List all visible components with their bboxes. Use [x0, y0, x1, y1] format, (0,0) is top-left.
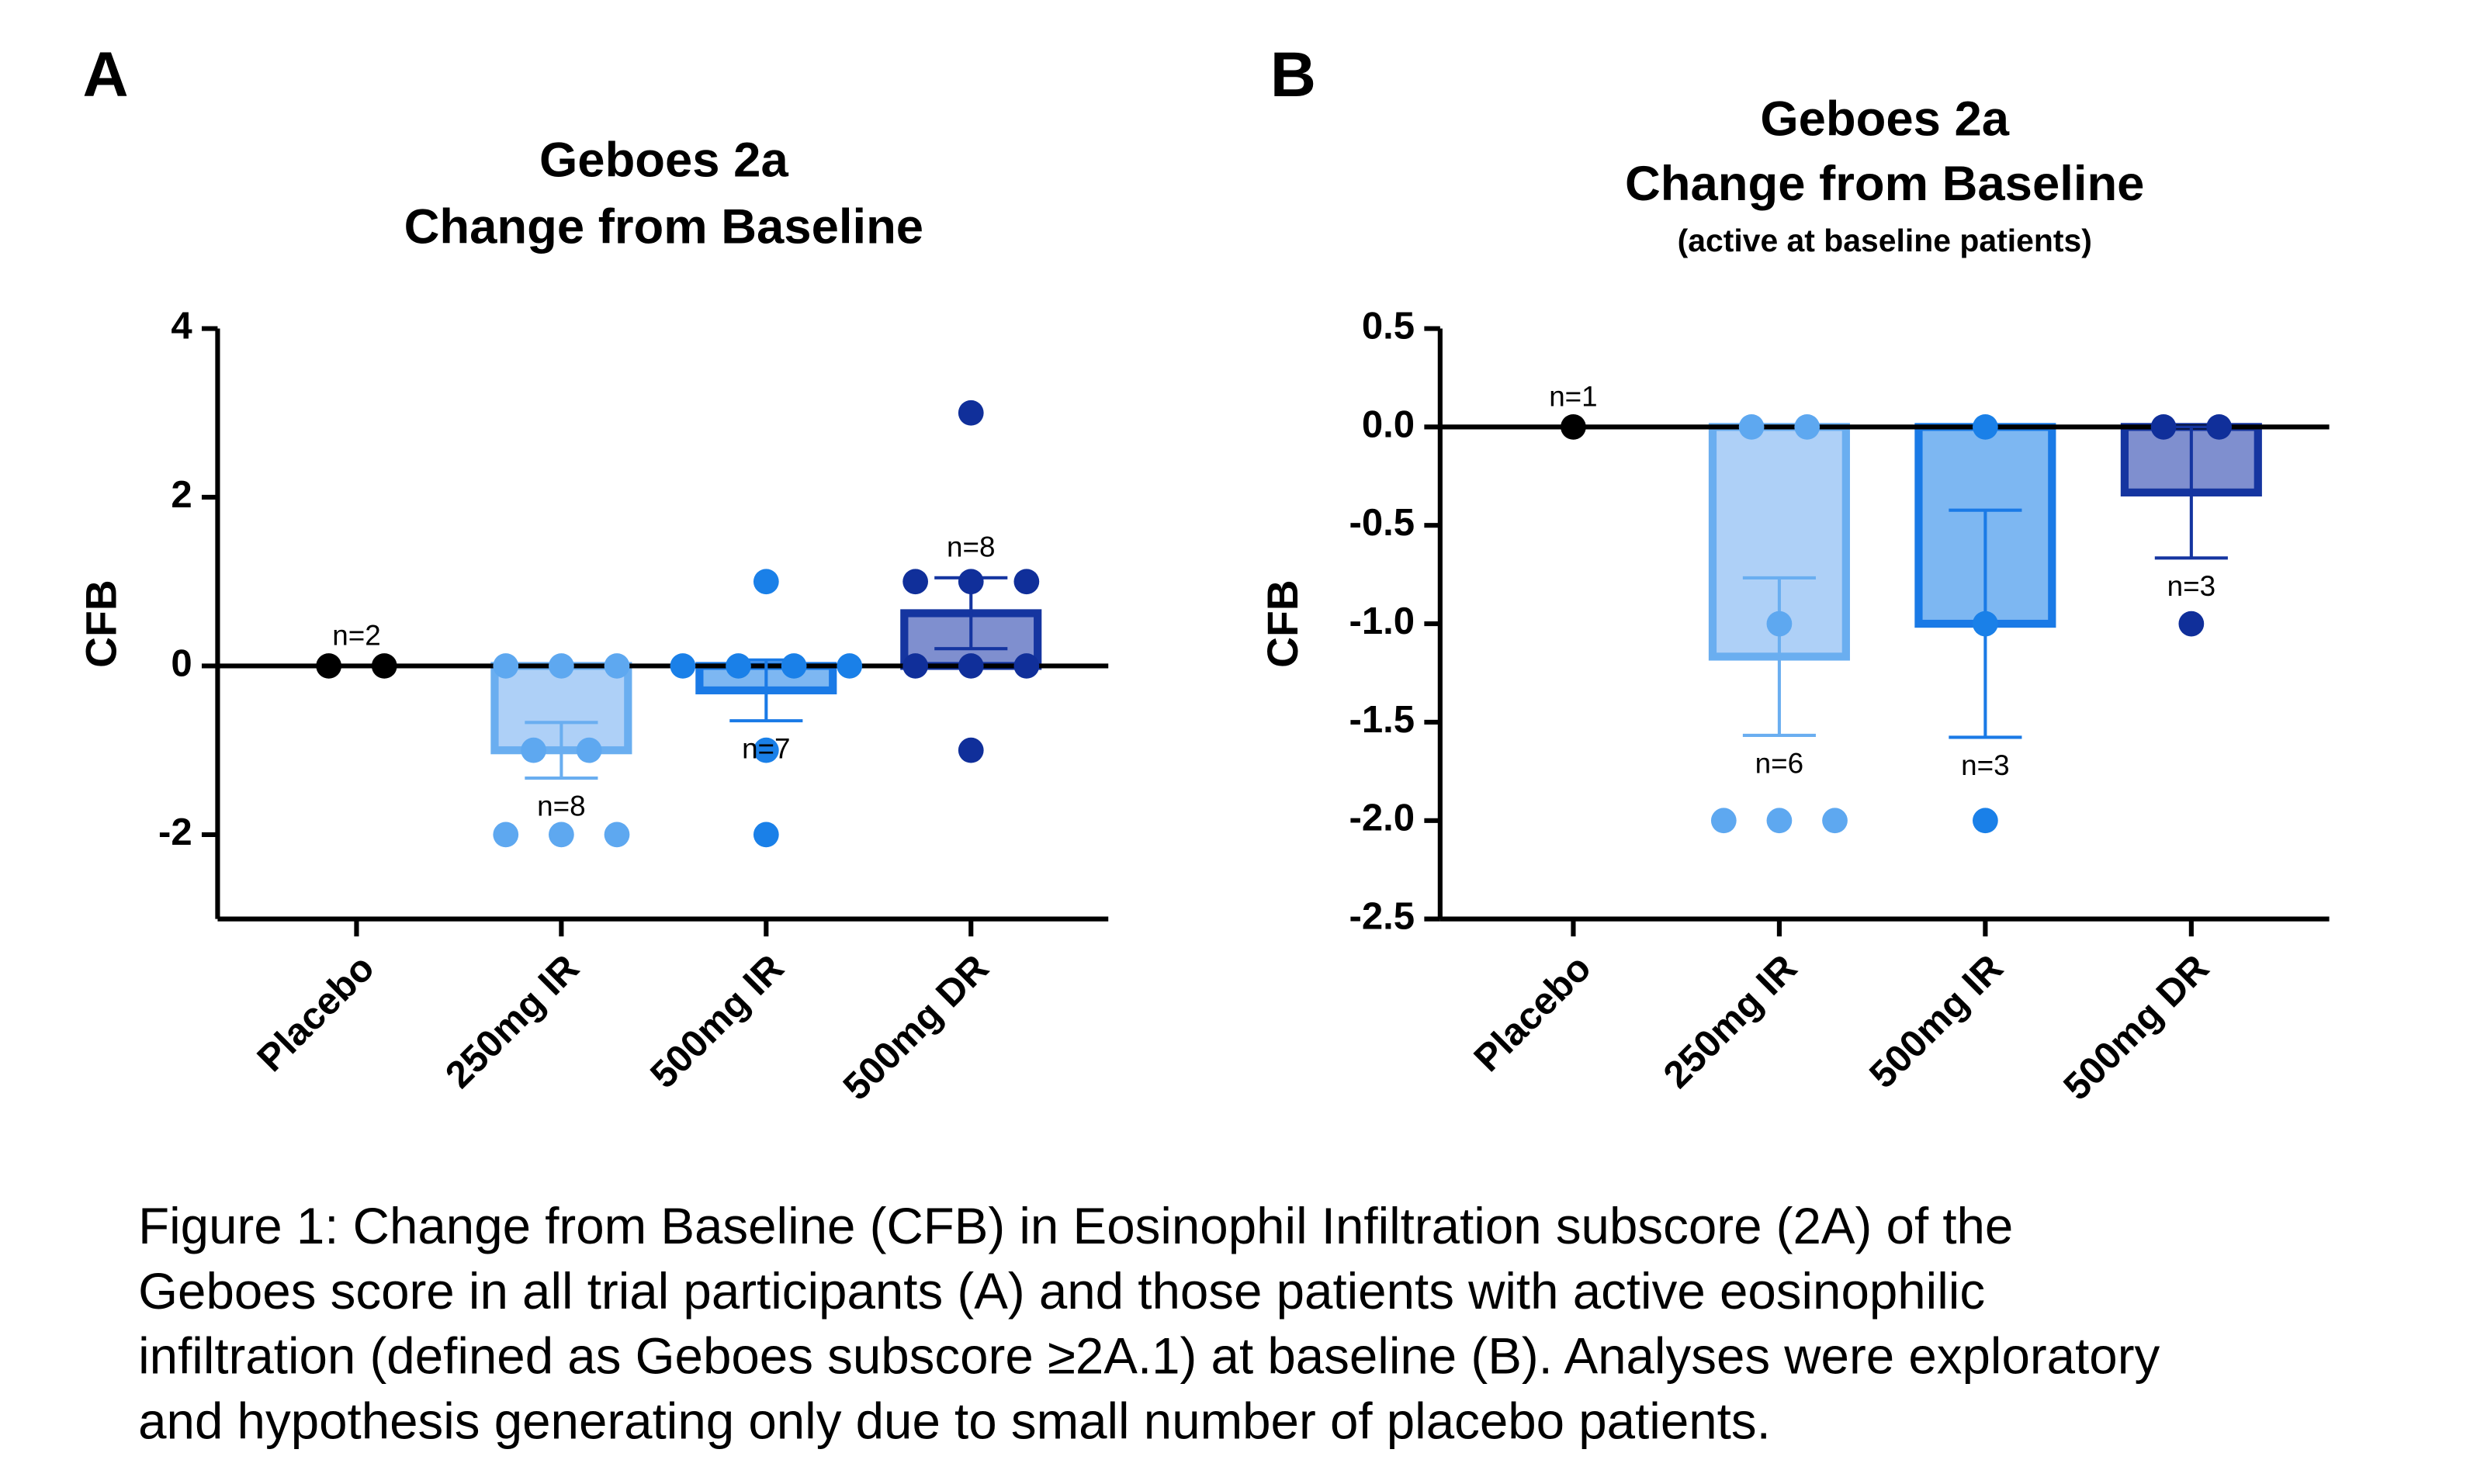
n-label: n=7: [742, 733, 790, 765]
data-point: [1561, 414, 1586, 440]
data-point: [753, 569, 779, 595]
n-label: n=8: [537, 790, 585, 822]
x-tick-label: 250mg IR: [438, 947, 587, 1097]
x-tick-label: Placebo: [249, 947, 382, 1080]
data-point: [521, 737, 546, 763]
data-point: [2178, 611, 2205, 637]
n-label: n=8: [947, 531, 995, 563]
data-point: [958, 569, 984, 595]
data-point: [1766, 611, 1793, 637]
data-point: [670, 653, 696, 679]
data-point: [753, 737, 779, 763]
y-tick-label: -2.0: [1349, 797, 1415, 839]
y-tick-label: -2.5: [1349, 896, 1415, 938]
data-point: [1738, 414, 1765, 440]
x-tick-label: 500mg DR: [836, 947, 997, 1109]
panel-letter: A: [83, 40, 129, 110]
n-label: n=3: [1961, 749, 2009, 781]
data-point: [1973, 414, 1998, 440]
y-tick-label: 4: [171, 305, 192, 347]
y-axis-label: CFB: [1259, 579, 1307, 668]
data-point: [2206, 414, 2233, 440]
data-point: [371, 653, 397, 679]
data-point: [958, 400, 984, 426]
data-point: [1973, 611, 1998, 637]
y-tick-label: -1.0: [1349, 600, 1415, 642]
chart-subtitle: (active at baseline patients): [1678, 223, 2092, 258]
y-tick-label: -2: [158, 811, 192, 853]
y-tick-label: 0.5: [1362, 305, 1415, 347]
n-label: n=2: [332, 619, 380, 651]
y-tick-label: 0.0: [1362, 403, 1415, 445]
data-point: [1794, 414, 1821, 440]
data-point: [493, 822, 519, 848]
y-axis-label: CFB: [78, 579, 126, 668]
data-point: [958, 737, 984, 763]
data-point: [604, 822, 630, 848]
x-tick-label: 500mg DR: [2056, 947, 2217, 1109]
chart-title: Geboes 2a: [539, 133, 788, 187]
caption-line: Figure 1: Change from Baseline (CFB) in …: [138, 1198, 2013, 1254]
x-tick-label: 500mg IR: [1862, 947, 2011, 1097]
data-point: [549, 822, 574, 848]
data-point: [902, 653, 929, 679]
data-point: [1973, 808, 1998, 834]
caption-line: and hypothesis generating only due to sm…: [138, 1393, 1771, 1450]
chart-title: Geboes 2a: [1760, 92, 2009, 146]
data-point: [604, 653, 630, 679]
n-label: n=1: [1549, 380, 1597, 412]
panel-letter: B: [1270, 40, 1316, 110]
data-point: [1766, 808, 1793, 834]
n-label: n=3: [2167, 570, 2215, 602]
data-point: [726, 653, 751, 679]
data-point: [576, 737, 602, 763]
data-point: [837, 653, 863, 679]
y-tick-label: 0: [171, 642, 192, 684]
n-label: n=6: [1755, 748, 1803, 780]
x-tick-label: 500mg IR: [643, 947, 792, 1097]
y-tick-label: -1.5: [1349, 699, 1415, 741]
caption-line: Geboes score in all trial participants (…: [138, 1263, 1985, 1320]
data-point: [316, 653, 342, 679]
chart-title: Change from Baseline: [1625, 157, 2144, 211]
caption-line: infiltration (defined as Geboes subscore…: [138, 1328, 2160, 1385]
y-tick-label: -0.5: [1349, 502, 1415, 544]
x-tick-label: Placebo: [1466, 947, 1599, 1080]
data-point: [1822, 808, 1848, 834]
data-point: [1710, 808, 1737, 834]
x-tick-label: 250mg IR: [1656, 947, 1806, 1097]
data-point: [781, 653, 807, 679]
y-tick-label: 2: [171, 474, 192, 516]
chart-title: Change from Baseline: [404, 199, 923, 254]
data-point: [549, 653, 574, 679]
data-point: [902, 569, 929, 595]
data-point: [1013, 653, 1040, 679]
data-point: [1013, 569, 1040, 595]
data-point: [2150, 414, 2177, 440]
data-point: [753, 822, 779, 848]
data-point: [958, 653, 984, 679]
data-point: [493, 653, 519, 679]
